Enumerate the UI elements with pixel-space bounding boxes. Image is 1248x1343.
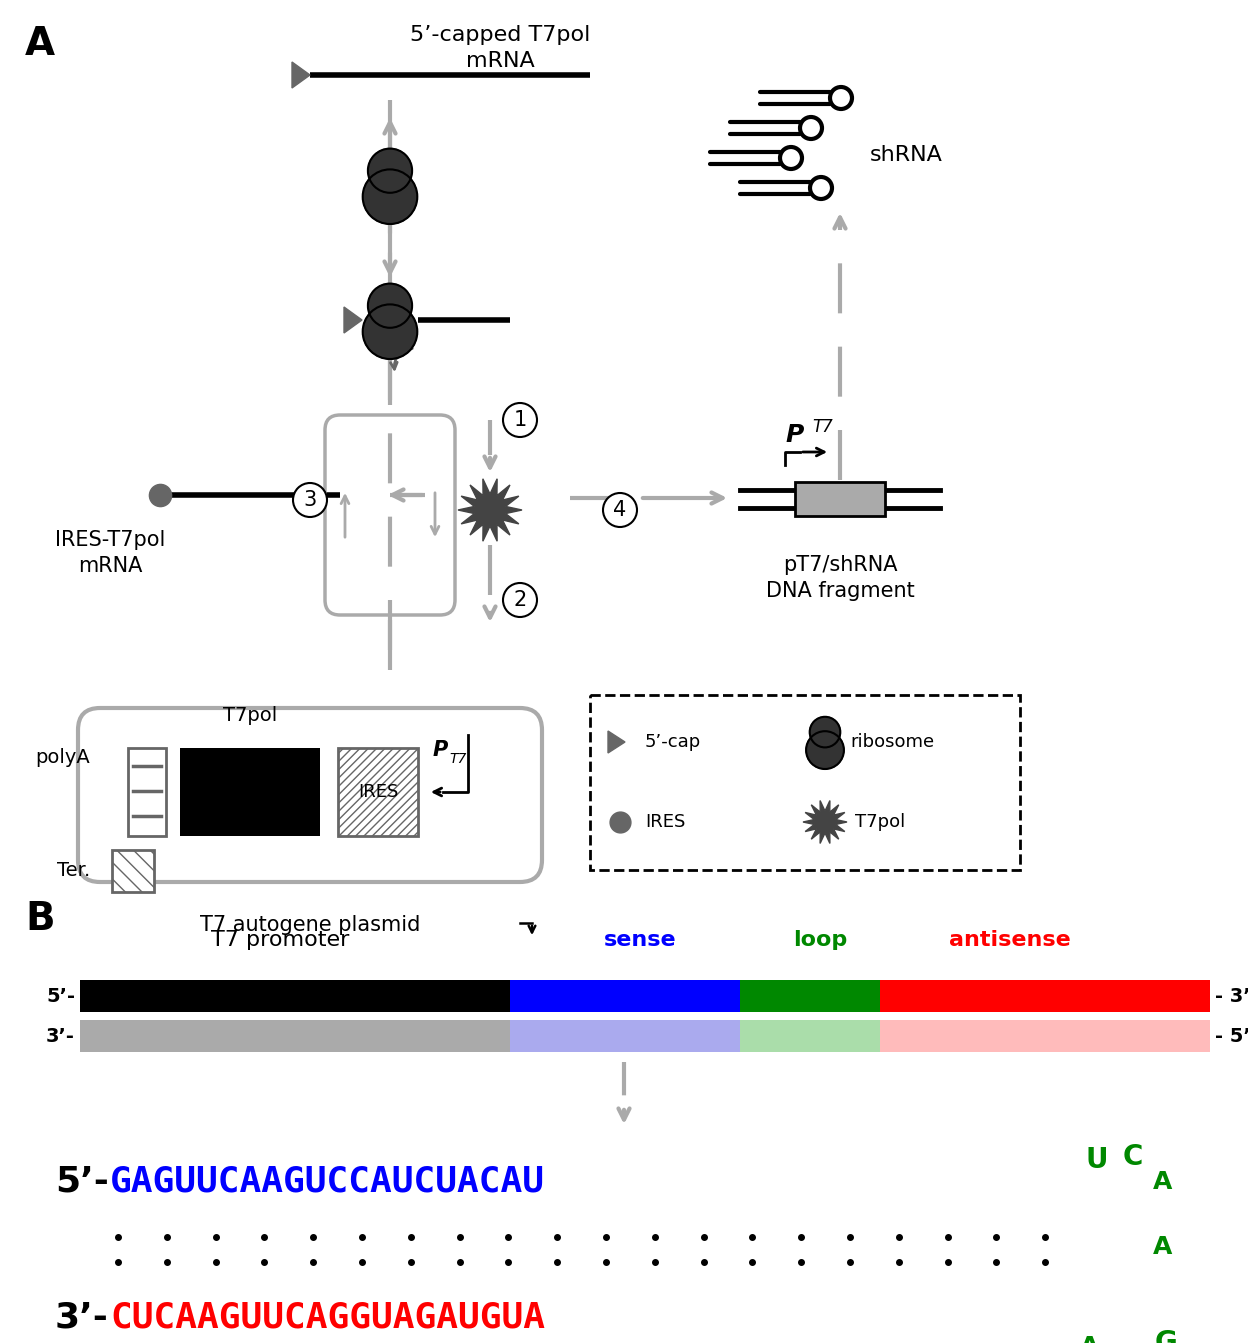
Text: 3’-: 3’-: [55, 1300, 109, 1334]
Text: T7: T7: [812, 418, 832, 436]
Text: pT7/shRNA
DNA fragment: pT7/shRNA DNA fragment: [765, 555, 915, 602]
Bar: [590, 694, 1020, 870]
Circle shape: [503, 583, 537, 616]
Circle shape: [503, 403, 537, 436]
Bar: [80, 1019, 510, 1052]
Text: GAGUUCAAGUCCAUCUACAU: GAGUUCAAGUCCAUCUACAU: [110, 1164, 545, 1199]
Text: 5’-cap: 5’-cap: [645, 733, 701, 751]
Bar: [510, 980, 740, 1013]
Polygon shape: [344, 308, 362, 333]
Bar: [180, 748, 319, 835]
Polygon shape: [458, 479, 522, 541]
Text: 5’-: 5’-: [55, 1164, 109, 1199]
Bar: [129, 748, 166, 835]
Text: - 3’: - 3’: [1216, 987, 1248, 1006]
Polygon shape: [292, 62, 310, 89]
Text: T7pol: T7pol: [223, 706, 277, 725]
Bar: [880, 980, 1211, 1013]
Text: T7pol: T7pol: [855, 813, 905, 831]
Polygon shape: [802, 800, 847, 843]
Circle shape: [603, 493, 636, 526]
Circle shape: [368, 283, 412, 328]
Text: T7 promoter: T7 promoter: [211, 929, 349, 950]
Text: P: P: [433, 740, 448, 760]
Text: IRES: IRES: [358, 783, 398, 800]
Text: IRES-T7pol
mRNA: IRES-T7pol mRNA: [55, 530, 165, 576]
Text: ribosome: ribosome: [850, 733, 934, 751]
Text: T7: T7: [449, 752, 467, 766]
Text: A: A: [1153, 1170, 1172, 1194]
Text: A: A: [25, 26, 55, 63]
Text: polyA: polyA: [35, 748, 90, 767]
Text: 2: 2: [513, 590, 527, 610]
Text: shRNA: shRNA: [870, 145, 943, 165]
Text: T7 autogene plasmid: T7 autogene plasmid: [200, 915, 421, 935]
Circle shape: [293, 483, 327, 517]
Text: 1: 1: [513, 410, 527, 430]
Circle shape: [363, 169, 417, 224]
Bar: [795, 482, 885, 516]
Bar: [338, 748, 418, 835]
Text: 3’-: 3’-: [46, 1026, 75, 1045]
Text: loop: loop: [792, 929, 847, 950]
Text: antisense: antisense: [950, 929, 1071, 950]
Bar: [740, 980, 880, 1013]
Text: U: U: [1085, 1146, 1107, 1174]
Text: IRES: IRES: [645, 813, 685, 831]
Circle shape: [806, 731, 844, 770]
Circle shape: [368, 149, 412, 193]
Text: Ter.: Ter.: [56, 861, 90, 881]
Text: 5’-capped T7pol
mRNA: 5’-capped T7pol mRNA: [409, 26, 590, 71]
Circle shape: [363, 305, 417, 359]
Text: 4: 4: [613, 500, 626, 520]
Bar: [510, 1019, 740, 1052]
Text: - 5’: - 5’: [1216, 1026, 1248, 1045]
Polygon shape: [608, 731, 625, 753]
Text: B: B: [25, 900, 55, 937]
Text: sense: sense: [604, 929, 676, 950]
Text: 5’-: 5’-: [46, 987, 75, 1006]
Text: 3: 3: [303, 490, 317, 510]
Bar: [880, 1019, 1211, 1052]
Text: P: P: [785, 423, 804, 447]
Circle shape: [810, 717, 840, 748]
Text: C: C: [1123, 1143, 1143, 1171]
FancyBboxPatch shape: [77, 708, 542, 882]
Bar: [80, 980, 510, 1013]
Text: A: A: [1080, 1335, 1099, 1343]
Bar: [112, 850, 154, 892]
Bar: [740, 1019, 880, 1052]
Text: CUCAAGUUCAGGUAGAUGUA: CUCAAGUUCAGGUAGAUGUA: [110, 1300, 545, 1334]
Text: A: A: [1153, 1236, 1172, 1258]
Text: G: G: [1154, 1330, 1178, 1343]
